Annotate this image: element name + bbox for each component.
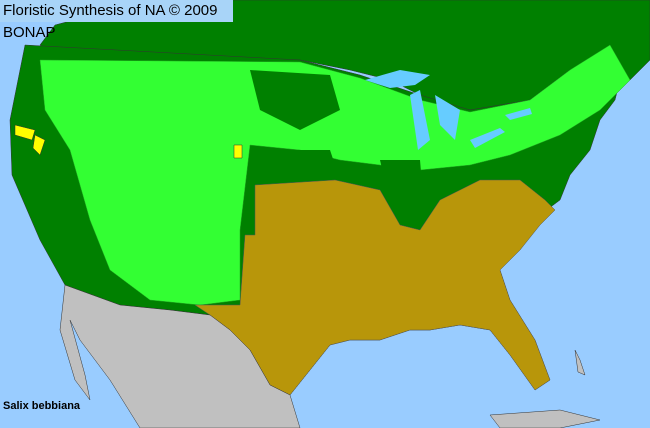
- mexico-region: [59, 284, 301, 428]
- species-label: Salix bebbiana: [3, 400, 81, 412]
- native-patch: [380, 160, 425, 225]
- great-lakes: [365, 70, 532, 150]
- bahamas: [574, 349, 586, 376]
- cuba: [489, 409, 601, 428]
- map-title: Floristic Synthesis of NA © 2009 BONAP: [0, 0, 233, 41]
- rare-county: [14, 124, 243, 159]
- native-patch: [250, 70, 340, 130]
- native-patch: [255, 150, 340, 185]
